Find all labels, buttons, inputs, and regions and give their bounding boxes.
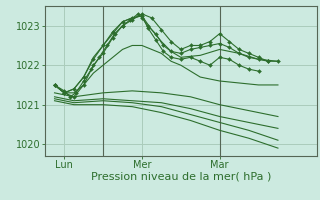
- X-axis label: Pression niveau de la mer( hPa ): Pression niveau de la mer( hPa ): [91, 172, 271, 182]
